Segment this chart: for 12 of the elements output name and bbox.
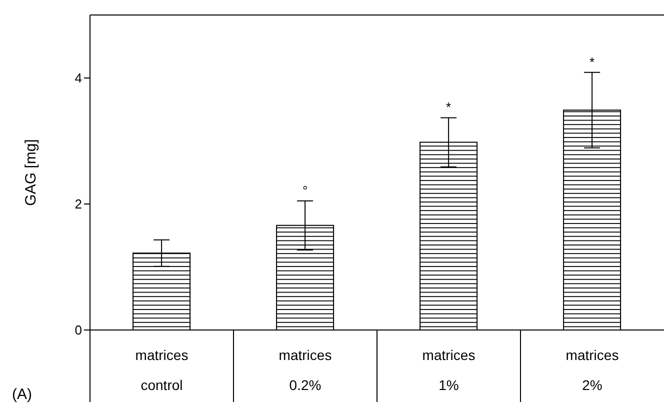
- data-label: *: [446, 100, 452, 115]
- x-tick-label: matrices 2%: [566, 347, 619, 393]
- x-tick-label: matrices 0.2%: [278, 347, 332, 393]
- x-tick-label: matrices control: [135, 347, 188, 393]
- y-tick-label: 4: [74, 70, 82, 86]
- y-tick-label: 0: [74, 322, 82, 338]
- x-tick-label: matrices 1%: [422, 347, 476, 393]
- y-axis-title: GAG [mg]: [22, 139, 40, 206]
- y-tick-label: 2: [74, 196, 82, 212]
- data-label: °: [302, 182, 308, 198]
- text: (A): [12, 386, 32, 403]
- data-label: *: [590, 54, 595, 70]
